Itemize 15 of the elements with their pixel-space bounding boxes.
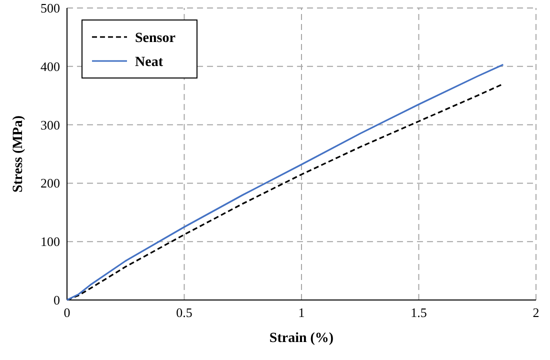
legend-label: Neat [135, 55, 164, 70]
y-tick-label: 400 [40, 58, 60, 74]
x-tick-label: 1.5 [410, 305, 427, 320]
y-axis-title: Stress (MPa) [11, 115, 26, 193]
y-tick-label: 500 [40, 0, 60, 16]
x-axis-title: Strain (%) [269, 331, 334, 346]
x-tick-label: 1 [298, 305, 305, 320]
legend-label: Sensor [135, 31, 176, 46]
y-tick-label: 100 [40, 234, 60, 250]
x-tick-label: 2 [532, 305, 540, 320]
y-tick-label: 300 [40, 117, 60, 132]
x-tick-label: 0.5 [176, 305, 192, 320]
y-tick-label: 200 [40, 176, 60, 191]
y-tick-label: 0 [54, 292, 60, 308]
x-tick-label: 0 [64, 305, 70, 320]
